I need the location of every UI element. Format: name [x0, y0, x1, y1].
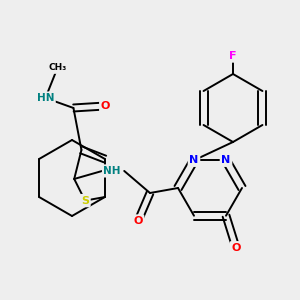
Text: O: O: [101, 101, 110, 111]
Text: F: F: [229, 51, 237, 61]
Text: CH₃: CH₃: [48, 64, 67, 73]
Text: NH: NH: [103, 166, 121, 176]
Text: N: N: [221, 155, 231, 165]
Text: O: O: [133, 216, 143, 226]
Text: N: N: [189, 155, 199, 165]
Text: S: S: [81, 196, 89, 206]
Text: HN: HN: [37, 93, 54, 103]
Text: O: O: [231, 243, 241, 253]
